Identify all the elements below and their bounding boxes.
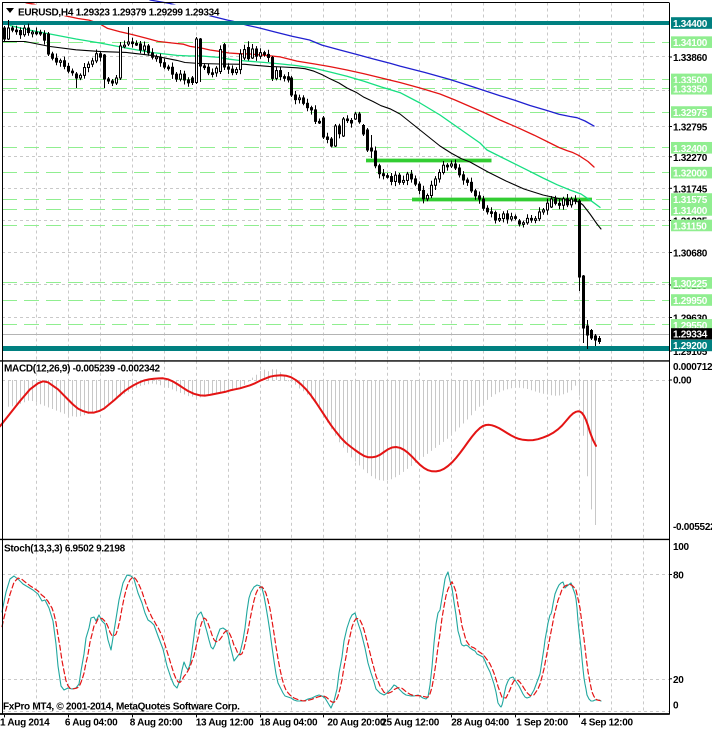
svg-text:1.29630: 1.29630 [673,314,708,325]
svg-text:18 Aug 04:00: 18 Aug 04:00 [260,718,318,729]
svg-text:1.32975: 1.32975 [673,108,708,119]
svg-text:8 Aug 20:00: 8 Aug 20:00 [130,718,183,729]
svg-text:Stoch(13,3,3) 6.9502 9.2198: Stoch(13,3,3) 6.9502 9.2198 [4,544,126,555]
svg-text:0: 0 [673,701,679,712]
svg-text:1.33860: 1.33860 [673,53,708,64]
svg-text:0.00: 0.00 [673,376,692,387]
svg-text:80: 80 [673,571,684,582]
svg-text:1.34400: 1.34400 [673,19,708,30]
svg-text:1 Aug 2014: 1 Aug 2014 [0,718,50,729]
svg-text:MACD(12,26,9) -0.005239 -0.002: MACD(12,26,9) -0.005239 -0.002342 [4,364,160,375]
svg-text:1.30225: 1.30225 [673,279,708,290]
svg-text:1.29950: 1.29950 [673,296,708,307]
svg-text:-0.005522: -0.005522 [673,522,712,533]
svg-text:1.29105: 1.29105 [673,347,708,358]
svg-text:1.30680: 1.30680 [673,249,708,260]
svg-text:1.33500: 1.33500 [673,75,708,86]
svg-text:6 Aug 04:00: 6 Aug 04:00 [65,718,118,729]
svg-text:20 Aug 20:00: 20 Aug 20:00 [327,718,385,729]
svg-text:1.32000: 1.32000 [673,169,708,180]
svg-text:1.29550: 1.29550 [673,321,708,332]
svg-text:1.33350: 1.33350 [673,85,708,96]
svg-text:FxPro MT4, © 2001-2014, MetaQu: FxPro MT4, © 2001-2014, MetaQuotes Softw… [3,702,240,713]
svg-text:1.31745: 1.31745 [673,184,708,195]
svg-text:1 Sep 20:00: 1 Sep 20:00 [516,718,568,729]
svg-text:EURUSD,H4 1.29323 1.29379 1.2: EURUSD,H4 1.29323 1.29379 1.29299 1.2933… [18,8,220,19]
svg-text:1.32400: 1.32400 [673,144,708,155]
svg-text:0.000712: 0.000712 [673,362,712,373]
svg-text:1.31150: 1.31150 [673,221,707,232]
svg-text:1.31400: 1.31400 [673,206,708,217]
svg-text:1.31575: 1.31575 [673,195,708,206]
svg-text:100: 100 [673,542,690,553]
svg-text:1.29334: 1.29334 [673,330,708,341]
svg-text:1.32795: 1.32795 [673,123,708,134]
svg-text:25 Aug 12:00: 25 Aug 12:00 [381,718,439,729]
svg-text:13 Aug 12:00: 13 Aug 12:00 [196,718,254,729]
svg-text:1.29200: 1.29200 [673,341,708,352]
svg-text:4 Sep 12:00: 4 Sep 12:00 [581,718,633,729]
svg-text:1.34100: 1.34100 [673,38,708,49]
svg-text:1.32270: 1.32270 [673,153,708,164]
svg-text:28 Aug 04:00: 28 Aug 04:00 [451,718,509,729]
svg-text:20: 20 [673,675,684,686]
